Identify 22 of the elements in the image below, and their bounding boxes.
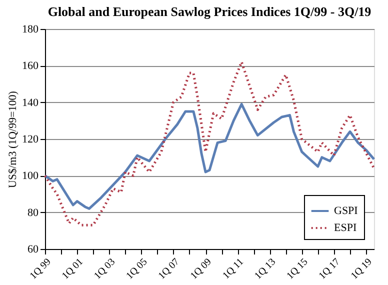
x-tick-label: 1Q 01: [60, 256, 86, 282]
legend-label: GSPI: [334, 205, 358, 217]
y-tick-label: 160: [22, 60, 39, 72]
y-tick-label: 140: [22, 96, 39, 109]
y-tick-label: 60: [28, 244, 39, 256]
y-tick-label: 120: [22, 134, 39, 146]
x-tick-label: 1Q 15: [284, 256, 310, 282]
x-tick-label: 1Q 19: [349, 256, 374, 282]
x-tick-label: 1Q 03: [92, 256, 118, 282]
x-tick-label: 1Q 11: [220, 256, 246, 282]
x-tick-label: 1Q 99: [28, 256, 54, 282]
y-tick-label: 180: [22, 24, 39, 36]
x-tick-label: 1Q 09: [188, 256, 214, 282]
x-tick-label: 1Q 07: [156, 256, 182, 282]
chart-title: Global and European Sawlog Prices Indices 1Q/99 - 3Q/19: [48, 4, 372, 19]
y-tick-label: 100: [22, 170, 39, 182]
x-tick-label: 1Q 17: [316, 256, 342, 282]
y-tick-label: 80: [28, 206, 39, 219]
x-tick-label: 1Q 05: [124, 256, 150, 282]
y-axis-title: US$/m3 (1Q/99=100): [7, 90, 19, 188]
legend-label: ESPI: [334, 222, 357, 234]
x-tick-label: 1Q 13: [252, 256, 278, 282]
